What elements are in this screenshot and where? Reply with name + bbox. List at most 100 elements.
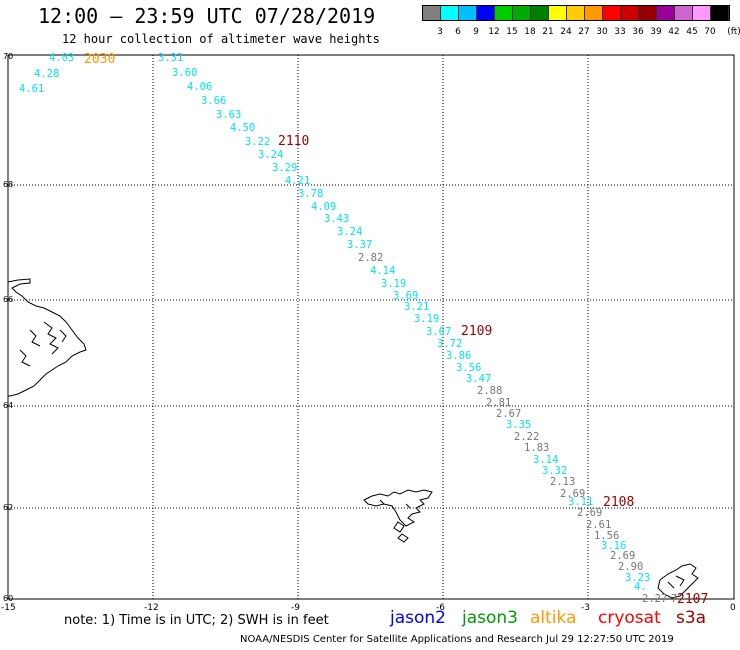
wave-height-label: 2.90 — [618, 561, 643, 573]
wave-height-label: 2.69 — [610, 550, 635, 562]
wave-height-label: 2.81 — [486, 397, 511, 409]
color-swatch — [603, 6, 621, 20]
wave-height-label: 3.24 — [337, 226, 362, 238]
color-scale-label: 27 — [578, 27, 590, 37]
lon-label: -15 — [1, 603, 16, 613]
color-swatch — [531, 6, 549, 20]
color-scale-label: 3 — [437, 27, 443, 37]
wave-height-label: 2.69 — [577, 507, 602, 519]
satellite-legend-jason3: jason3 — [462, 608, 518, 628]
pass-time-label: 2109 — [461, 324, 492, 339]
color-swatch — [585, 6, 603, 20]
lon-label: -12 — [144, 603, 159, 613]
color-swatch — [477, 6, 495, 20]
satellite-legend-jason2: jason2 — [390, 608, 446, 628]
wave-height-label: 3.47 — [466, 373, 491, 385]
color-scale-labels: 3 6 9 12 15 18 21 24 27 30 33 36 39 42 45 70 (ft) — [422, 5, 740, 45]
color-scale-label: 45 — [686, 27, 698, 37]
color-swatch — [495, 6, 513, 20]
color-swatch — [567, 6, 585, 20]
faroe-islets — [379, 499, 411, 543]
wave-height-label: 3.63 — [216, 109, 241, 121]
lon-label: 0 — [730, 603, 736, 613]
wave-height-label: 2.88 — [477, 385, 502, 397]
wave-height-label: 2.67 — [496, 408, 521, 420]
color-swatch — [639, 6, 657, 20]
color-swatch — [549, 6, 567, 20]
color-scale-label: 42 — [668, 27, 680, 37]
wave-height-label: 3.32 — [542, 465, 567, 477]
wave-height-label: 3.19 — [381, 278, 406, 290]
color-scale-label: 18 — [524, 27, 536, 37]
wave-height-label: 4.14 — [370, 265, 395, 277]
pass-time-label: 2030 — [84, 52, 115, 67]
wave-height-label: 2.61 — [586, 519, 611, 531]
color-scale-label: 30 — [596, 27, 608, 37]
color-scale-label: 9 — [473, 27, 479, 37]
wave-height-label: 2.22 — [514, 431, 539, 443]
wave-height-label: 1.56 — [594, 530, 619, 542]
lat-label: 70 — [3, 52, 13, 61]
wave-height-label: 3.67 — [426, 326, 451, 338]
wave-height-label: 3.31 — [158, 52, 183, 64]
color-scale-label: 70 — [704, 27, 716, 37]
satellite-legend-s3a: s3a — [676, 608, 707, 628]
grid-lines — [8, 55, 734, 599]
iceland-fjords — [19, 321, 67, 367]
color-scale-label: 33 — [614, 27, 626, 37]
wave-height-label: 2.27 — [642, 593, 667, 605]
wave-height-label: 7 — [671, 593, 677, 605]
wave-height-label: 4.21 — [285, 175, 310, 187]
wave-height-label: 3.11 — [568, 496, 593, 508]
lat-label: 64 — [3, 401, 13, 410]
color-swatch — [693, 6, 711, 20]
color-swatch — [441, 6, 459, 20]
color-scale-label: 36 — [632, 27, 644, 37]
wave-height-label: 4.50 — [230, 122, 255, 134]
wave-height-label: 2.82 — [358, 252, 383, 264]
longitude-labels: -15 -12 -9 -6 -3 0 — [1, 603, 736, 613]
wave-height-label: 3.43 — [324, 213, 349, 225]
wave-height-label: 3.69 — [393, 290, 418, 302]
lon-label: -3 — [581, 603, 590, 613]
color-swatch — [459, 6, 477, 20]
color-scale-label: 12 — [488, 27, 500, 37]
wave-height-label: 3.14 — [533, 454, 558, 466]
wave-height-label: 3.19 — [414, 313, 439, 325]
satellite-legend-altika: altika — [530, 608, 577, 628]
wave-height-label: 3.60 — [172, 67, 197, 79]
color-scale-label: 6 — [455, 27, 461, 37]
color-scale-label: 15 — [506, 27, 518, 37]
color-swatch — [513, 6, 531, 20]
wave-height-label: 1.83 — [524, 442, 549, 454]
satellite-legend-cryosat: cryosat — [598, 608, 661, 628]
color-swatch — [621, 6, 639, 20]
wave-height-label: 2.13 — [550, 476, 575, 488]
wave-height-label: 3.22 — [245, 136, 270, 148]
wave-height-label: 4.61 — [19, 83, 44, 95]
wave-height-label: 3.56 — [456, 362, 481, 374]
wave-height-label: 4.06 — [187, 81, 212, 93]
lat-label: 62 — [3, 503, 13, 512]
wave-height-label: 3.72 — [437, 338, 462, 350]
wave-height-label: 3.16 — [601, 540, 626, 552]
wave-height-label: 3.29 — [272, 162, 297, 174]
color-swatch — [657, 6, 675, 20]
iceland-coastline — [7, 278, 87, 397]
wave-height-label: 3.37 — [347, 239, 372, 251]
wave-height-label: 3.24 — [258, 149, 283, 161]
wave-height-label: 3.66 — [201, 95, 226, 107]
color-swatch — [675, 6, 693, 20]
page-subtitle: 12 hour collection of altimeter wave hei… — [62, 32, 380, 46]
lat-label: 66 — [3, 295, 13, 304]
color-scale-label: 24 — [560, 27, 572, 37]
wave-height-label: 4. — [634, 581, 647, 593]
lat-label: 60 — [3, 594, 13, 603]
color-scale-unit: (ft) — [727, 27, 740, 37]
color-scale-bar — [422, 5, 730, 21]
shetland-coastline — [657, 563, 699, 599]
wave-height-label: 3.21 — [404, 301, 429, 313]
pass-time-labels: 2030 2110 2109 2108 2107 — [84, 52, 708, 607]
footer-note: note: 1) Time is in UTC; 2) SWH is in fe… — [64, 613, 329, 628]
